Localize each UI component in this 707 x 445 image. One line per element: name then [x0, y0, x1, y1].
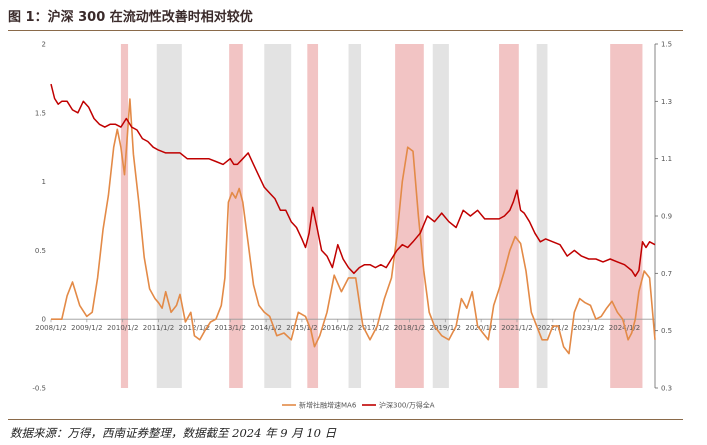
series-line-0: [51, 98, 656, 355]
shaded-periods: [120, 44, 643, 388]
x-tick-label-0: 2008/1/2: [35, 324, 66, 332]
y-left-tick-label-1: 0: [42, 316, 46, 324]
series-line-1: [50, 83, 656, 277]
y-left-tick-label-0: -0.5: [32, 385, 46, 393]
legend: 新增社融增速MA6 沪深300/万得全A: [282, 401, 435, 410]
y-right-tick-label-0: 0.3: [661, 385, 672, 393]
x-axis: 2008/1/2 2009/1/2 2010/1/2 2011/1/2 2012/1/2…: [35, 318, 655, 332]
shade-pink-5: [610, 44, 643, 388]
x-tick-label-10: 2018/1/2: [394, 324, 425, 332]
x-tick-label-15: 2023/1/2: [573, 324, 604, 332]
shade-gray-3: [432, 44, 449, 388]
shade-gray-0: [156, 44, 182, 388]
shade-pink-4: [499, 44, 519, 388]
shade-gray-1: [264, 44, 292, 388]
legend-label-0: 新增社融增速MA6: [299, 401, 357, 410]
y-right-tick-label-1: 0.5: [661, 327, 672, 335]
y-left-tick-label-2: 0.5: [35, 247, 46, 255]
x-tick-label-6: 2014/1/2: [250, 324, 281, 332]
y-right-tick-label-6: 1.5: [661, 41, 672, 49]
shade-pink-0: [120, 44, 129, 388]
y-left-tick-label-5: 2: [42, 41, 46, 49]
figure-title: 图 1：沪深 300 在流动性改善时相对较优: [8, 10, 253, 25]
x-tick-label-8: 2016/1/2: [322, 324, 353, 332]
x-tick-label-3: 2011/1/2: [143, 324, 174, 332]
y-left-tick-label-4: 1.5: [35, 109, 46, 117]
x-tick-label-12: 2020/1/2: [465, 324, 496, 332]
x-tick-label-5: 2013/1/2: [215, 324, 246, 332]
bottom-rule: [8, 419, 683, 420]
y-right-tick-label-2: 0.7: [661, 270, 672, 278]
y-left-tick-label-3: 1: [42, 178, 46, 186]
x-tick-label-13: 2021/1/2: [501, 324, 532, 332]
source-note: 数据来源：万得，西南证券整理，数据截至 2024 年 9 月 10 日: [10, 426, 337, 440]
y-right-tick-label-3: 0.9: [661, 213, 672, 221]
x-tick-label-2: 2010/1/2: [107, 324, 138, 332]
top-rule: [8, 30, 683, 31]
series-lines: [50, 83, 656, 355]
x-tick-label-11: 2019/1/2: [430, 324, 461, 332]
x-tick-label-1: 2009/1/2: [71, 324, 102, 332]
y-right-tick-label-4: 1.1: [661, 155, 672, 163]
shade-pink-1: [229, 44, 243, 388]
x-tick-label-9: 2017/1/2: [358, 324, 389, 332]
x-tick-label-4: 2012/1/2: [179, 324, 210, 332]
shade-pink-2: [307, 44, 319, 388]
y-right-tick-label-5: 1.3: [661, 98, 672, 106]
shade-gray-4: [536, 44, 548, 388]
x-tick-label-7: 2015/1/2: [286, 324, 317, 332]
y-axis-right: 0.3 0.5 0.7 0.9 1.1 1.3 1.5: [654, 41, 672, 393]
y-axis-left: -0.5 0 0.5 1 1.5 2: [32, 41, 46, 393]
shade-gray-2: [348, 44, 362, 388]
legend-label-1: 沪深300/万得全A: [379, 401, 435, 410]
